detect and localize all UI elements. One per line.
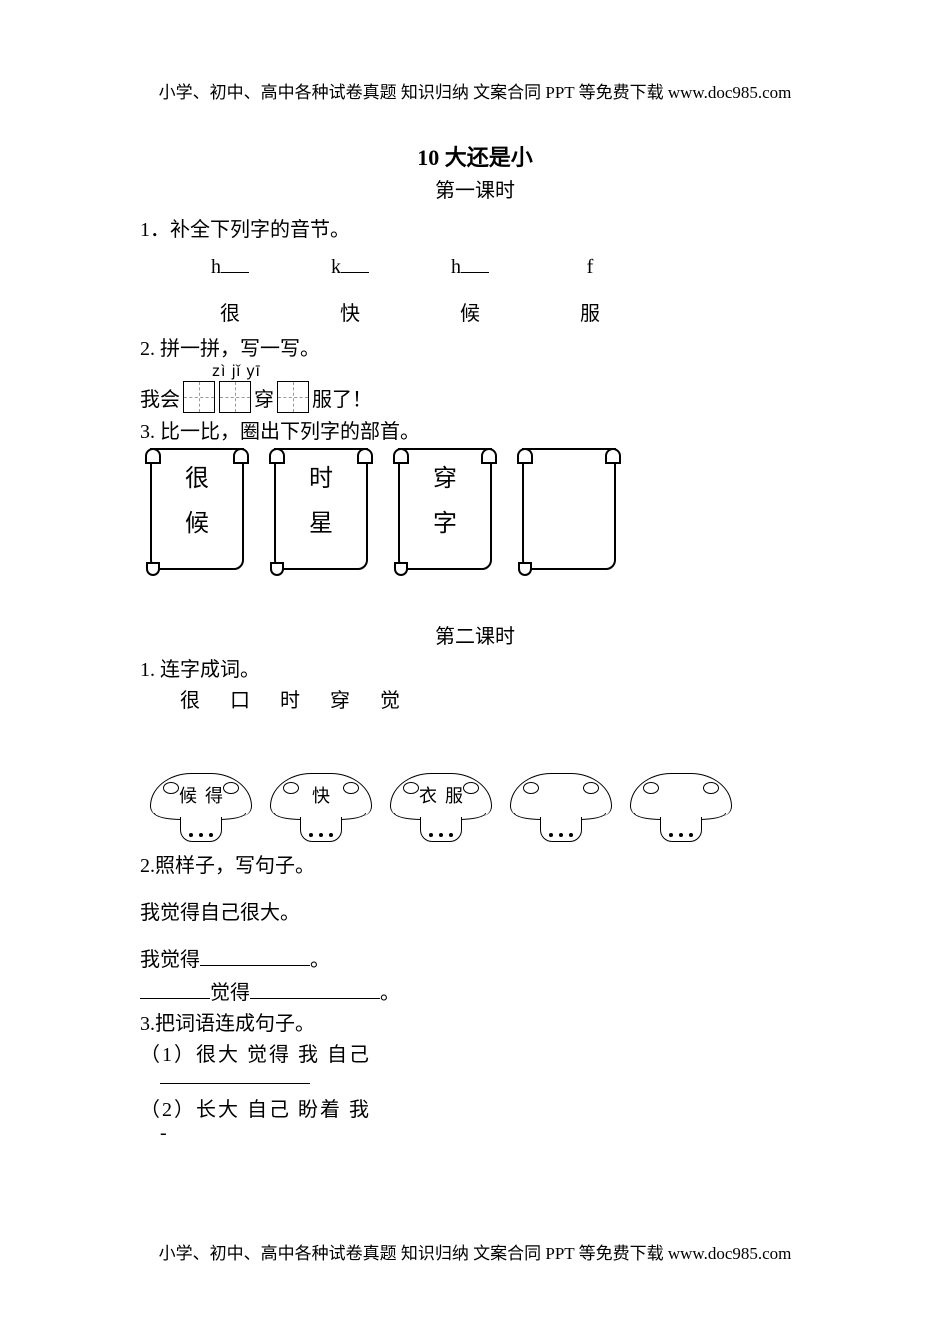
scroll-char: 时: [309, 458, 333, 493]
tianzige-box[interactable]: [183, 381, 215, 413]
tianzige-box[interactable]: [219, 381, 251, 413]
l2-q3-2: （2）长大 自己 盼着 我: [140, 1093, 810, 1122]
fill-blank[interactable]: [140, 982, 210, 999]
pinyin-initial: k: [331, 256, 341, 278]
pinyin-blank[interactable]: [461, 258, 489, 273]
l1-q2-post: 服了！: [312, 383, 372, 412]
lesson1-subtitle: 第一课时: [140, 174, 810, 203]
top-char: 口: [230, 684, 250, 713]
mushroom: 衣 服: [390, 773, 490, 843]
mushroom-char: 得: [205, 782, 223, 808]
dash-mark: -: [160, 1122, 810, 1145]
l2-q3-1: （1）很大 觉得 我 自己: [140, 1038, 810, 1067]
scroll-char: 字: [433, 503, 457, 538]
scroll-char: 穿: [433, 458, 457, 493]
top-char: 很: [180, 684, 200, 713]
l1-q2-pre: 我会: [140, 383, 180, 412]
hanzi-cell: 服: [560, 297, 620, 326]
answer-line[interactable]: [160, 1067, 310, 1084]
scroll-char: 星: [309, 503, 333, 538]
mushroom: [630, 773, 730, 843]
tianzige-box[interactable]: [277, 381, 309, 413]
l1-q2-mid: 穿: [254, 383, 274, 412]
hanzi-cell: 很: [200, 297, 260, 326]
l2-q3-label: 3.把词语连成句子。: [140, 1007, 810, 1036]
doc-title: 10 大还是小: [140, 140, 810, 172]
mushroom-char: 快: [312, 782, 330, 808]
pinyin-initial: h: [451, 256, 461, 278]
scroll-box: 很 候: [150, 448, 244, 570]
l1-q3-label: 3. 比一比，圈出下列字的部首。: [140, 415, 810, 444]
pinyin-initial: h: [211, 256, 221, 278]
mushroom: [510, 773, 610, 843]
scroll-box: 穿 字: [398, 448, 492, 570]
fill-blank[interactable]: [250, 982, 380, 999]
fill-blank[interactable]: [200, 949, 310, 966]
period: 。: [310, 949, 330, 971]
scroll-box: 时 星: [274, 448, 368, 570]
mushroom-char: 衣: [419, 782, 437, 808]
mushroom: 快: [270, 773, 370, 843]
l1-q2-label: 2. 拼一拼，写一写。: [140, 332, 810, 361]
page-footer: 小学、初中、高中各种试卷真题 知识归纳 文案合同 PPT 等免费下载 www.d…: [0, 1239, 950, 1264]
l1-q1-hanzi-row: 很 快 候 服: [200, 297, 810, 326]
hanzi-cell: 候: [440, 297, 500, 326]
pinyin-blank[interactable]: [341, 258, 369, 273]
top-char: 穿: [330, 684, 350, 713]
l2-top-chars: 很 口 时 穿 觉: [180, 684, 810, 713]
scroll-char: 很: [185, 458, 209, 493]
pinyin-initial: f: [587, 256, 594, 278]
l2-q2-label: 2.照样子，写句子。: [140, 849, 810, 878]
l1-q2-pinyin: zì jǐ yī: [212, 363, 810, 381]
lesson2-subtitle: 第二课时: [140, 620, 810, 649]
top-char: 觉: [380, 684, 400, 713]
pinyin-blank[interactable]: [221, 258, 249, 273]
period: 。: [380, 982, 400, 1004]
top-char: 时: [280, 684, 300, 713]
scroll-char: 候: [185, 503, 209, 538]
scroll-row: 很 候 时 星 穿 字: [150, 448, 810, 570]
mushroom-char: 候: [179, 782, 197, 808]
l1-q2-line: 我会 穿 服了！: [140, 381, 810, 413]
l1-q1-pinyin-row: h k h f: [200, 256, 810, 279]
page-header: 小学、初中、高中各种试卷真题 知识归纳 文案合同 PPT 等免费下载 www.d…: [0, 78, 950, 103]
hanzi-cell: 快: [320, 297, 380, 326]
fill1-pre: 我觉得: [140, 949, 200, 971]
example-sentence: 我觉得自己很大。: [140, 896, 810, 925]
fill-sentence-1: 我觉得 。: [140, 943, 810, 972]
mushroom: 候 得: [150, 773, 250, 843]
mushroom-row: 候 得 快 衣: [150, 773, 810, 843]
fill-sentence-2: 觉得 。: [140, 976, 810, 1005]
scroll-box: [522, 448, 616, 570]
fill2-mid: 觉得: [210, 982, 250, 1004]
l2-q1-label: 1. 连字成词。: [140, 653, 810, 682]
l1-q1-label: 1．补全下列字的音节。: [140, 213, 810, 242]
mushroom-char: 服: [445, 782, 463, 808]
